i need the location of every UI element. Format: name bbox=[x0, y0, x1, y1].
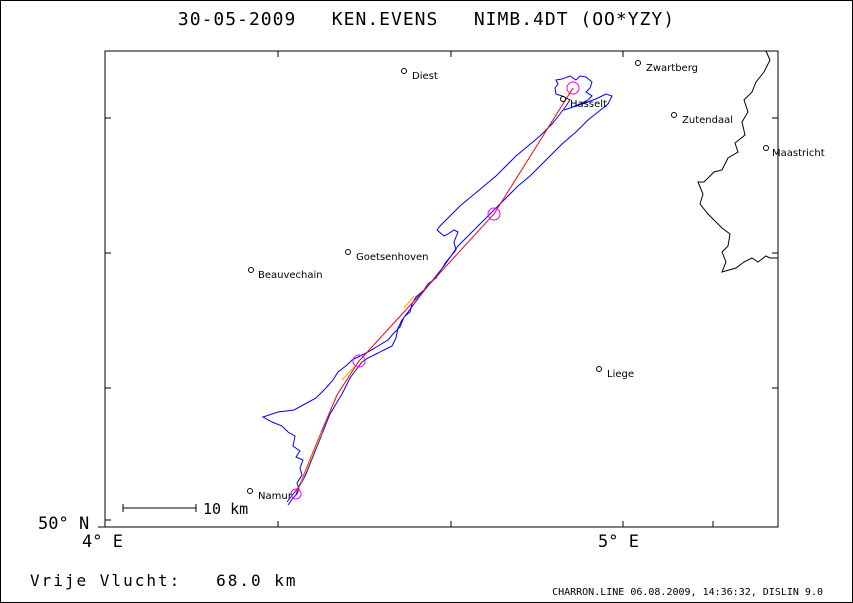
city-liege: Liege bbox=[596, 366, 634, 380]
scale-bar-label: 10 km bbox=[203, 500, 249, 518]
city-zwartberg: Zwartberg bbox=[635, 60, 698, 74]
city-hasselt: Hasselt bbox=[560, 96, 607, 110]
city-label: Zwartberg bbox=[646, 63, 698, 74]
lon-label-5e: 5° E bbox=[598, 532, 639, 552]
turnpoint-2 bbox=[487, 207, 501, 221]
city-label: Namur bbox=[258, 491, 293, 502]
credit-line: CHARRON.LINE 06.08.2009, 14:36:32, DISLI… bbox=[552, 587, 823, 598]
city-marker bbox=[560, 96, 566, 102]
city-label: Maastricht bbox=[772, 148, 825, 159]
city-label: Liege bbox=[607, 369, 634, 380]
city-marker bbox=[763, 145, 769, 151]
turnpoint-finish bbox=[566, 81, 580, 95]
turnpoint-start bbox=[290, 488, 302, 500]
scale-bar bbox=[122, 504, 197, 512]
city-marker bbox=[345, 249, 351, 255]
turnpoints bbox=[290, 81, 580, 500]
flight-track bbox=[261, 75, 613, 506]
turnpoint-1 bbox=[352, 354, 366, 368]
plot-area bbox=[104, 50, 779, 528]
city-marker bbox=[247, 488, 253, 494]
city-beauvechain: Beauvechain bbox=[248, 267, 323, 281]
city-marker bbox=[401, 68, 407, 74]
city-label: Goetsenhoven bbox=[356, 252, 429, 263]
city-zutendaal: Zutendaal bbox=[671, 112, 733, 126]
city-maastricht: Maastricht bbox=[763, 145, 825, 159]
city-label: Diest bbox=[412, 71, 438, 82]
city-label: Zutendaal bbox=[682, 115, 733, 126]
city-marker bbox=[596, 366, 602, 372]
city-goetsenhoven: Goetsenhoven bbox=[345, 249, 429, 263]
task-line-alt bbox=[300, 295, 415, 484]
flight-title: 30-05-2009 KEN.EVENS NIMB.4DT (OO*YZY) bbox=[177, 9, 676, 30]
city-namur: Namur bbox=[247, 488, 293, 502]
task-line bbox=[295, 87, 574, 495]
city-marker bbox=[635, 60, 641, 66]
lon-label-4e: 4° E bbox=[82, 532, 123, 552]
axis-ticks bbox=[98, 51, 778, 528]
city-diest: Diest bbox=[401, 68, 438, 82]
city-label: Hasselt bbox=[570, 99, 607, 110]
distance-summary: Vrije Vlucht: 68.0 km bbox=[30, 571, 298, 590]
cities: Diest Zwartberg Hasselt Zutendaal Maastr… bbox=[247, 60, 825, 502]
city-marker bbox=[671, 112, 677, 118]
lat-label: 50° N bbox=[38, 514, 90, 534]
national-border bbox=[697, 50, 778, 273]
city-marker bbox=[248, 267, 254, 273]
city-label: Beauvechain bbox=[258, 270, 323, 281]
